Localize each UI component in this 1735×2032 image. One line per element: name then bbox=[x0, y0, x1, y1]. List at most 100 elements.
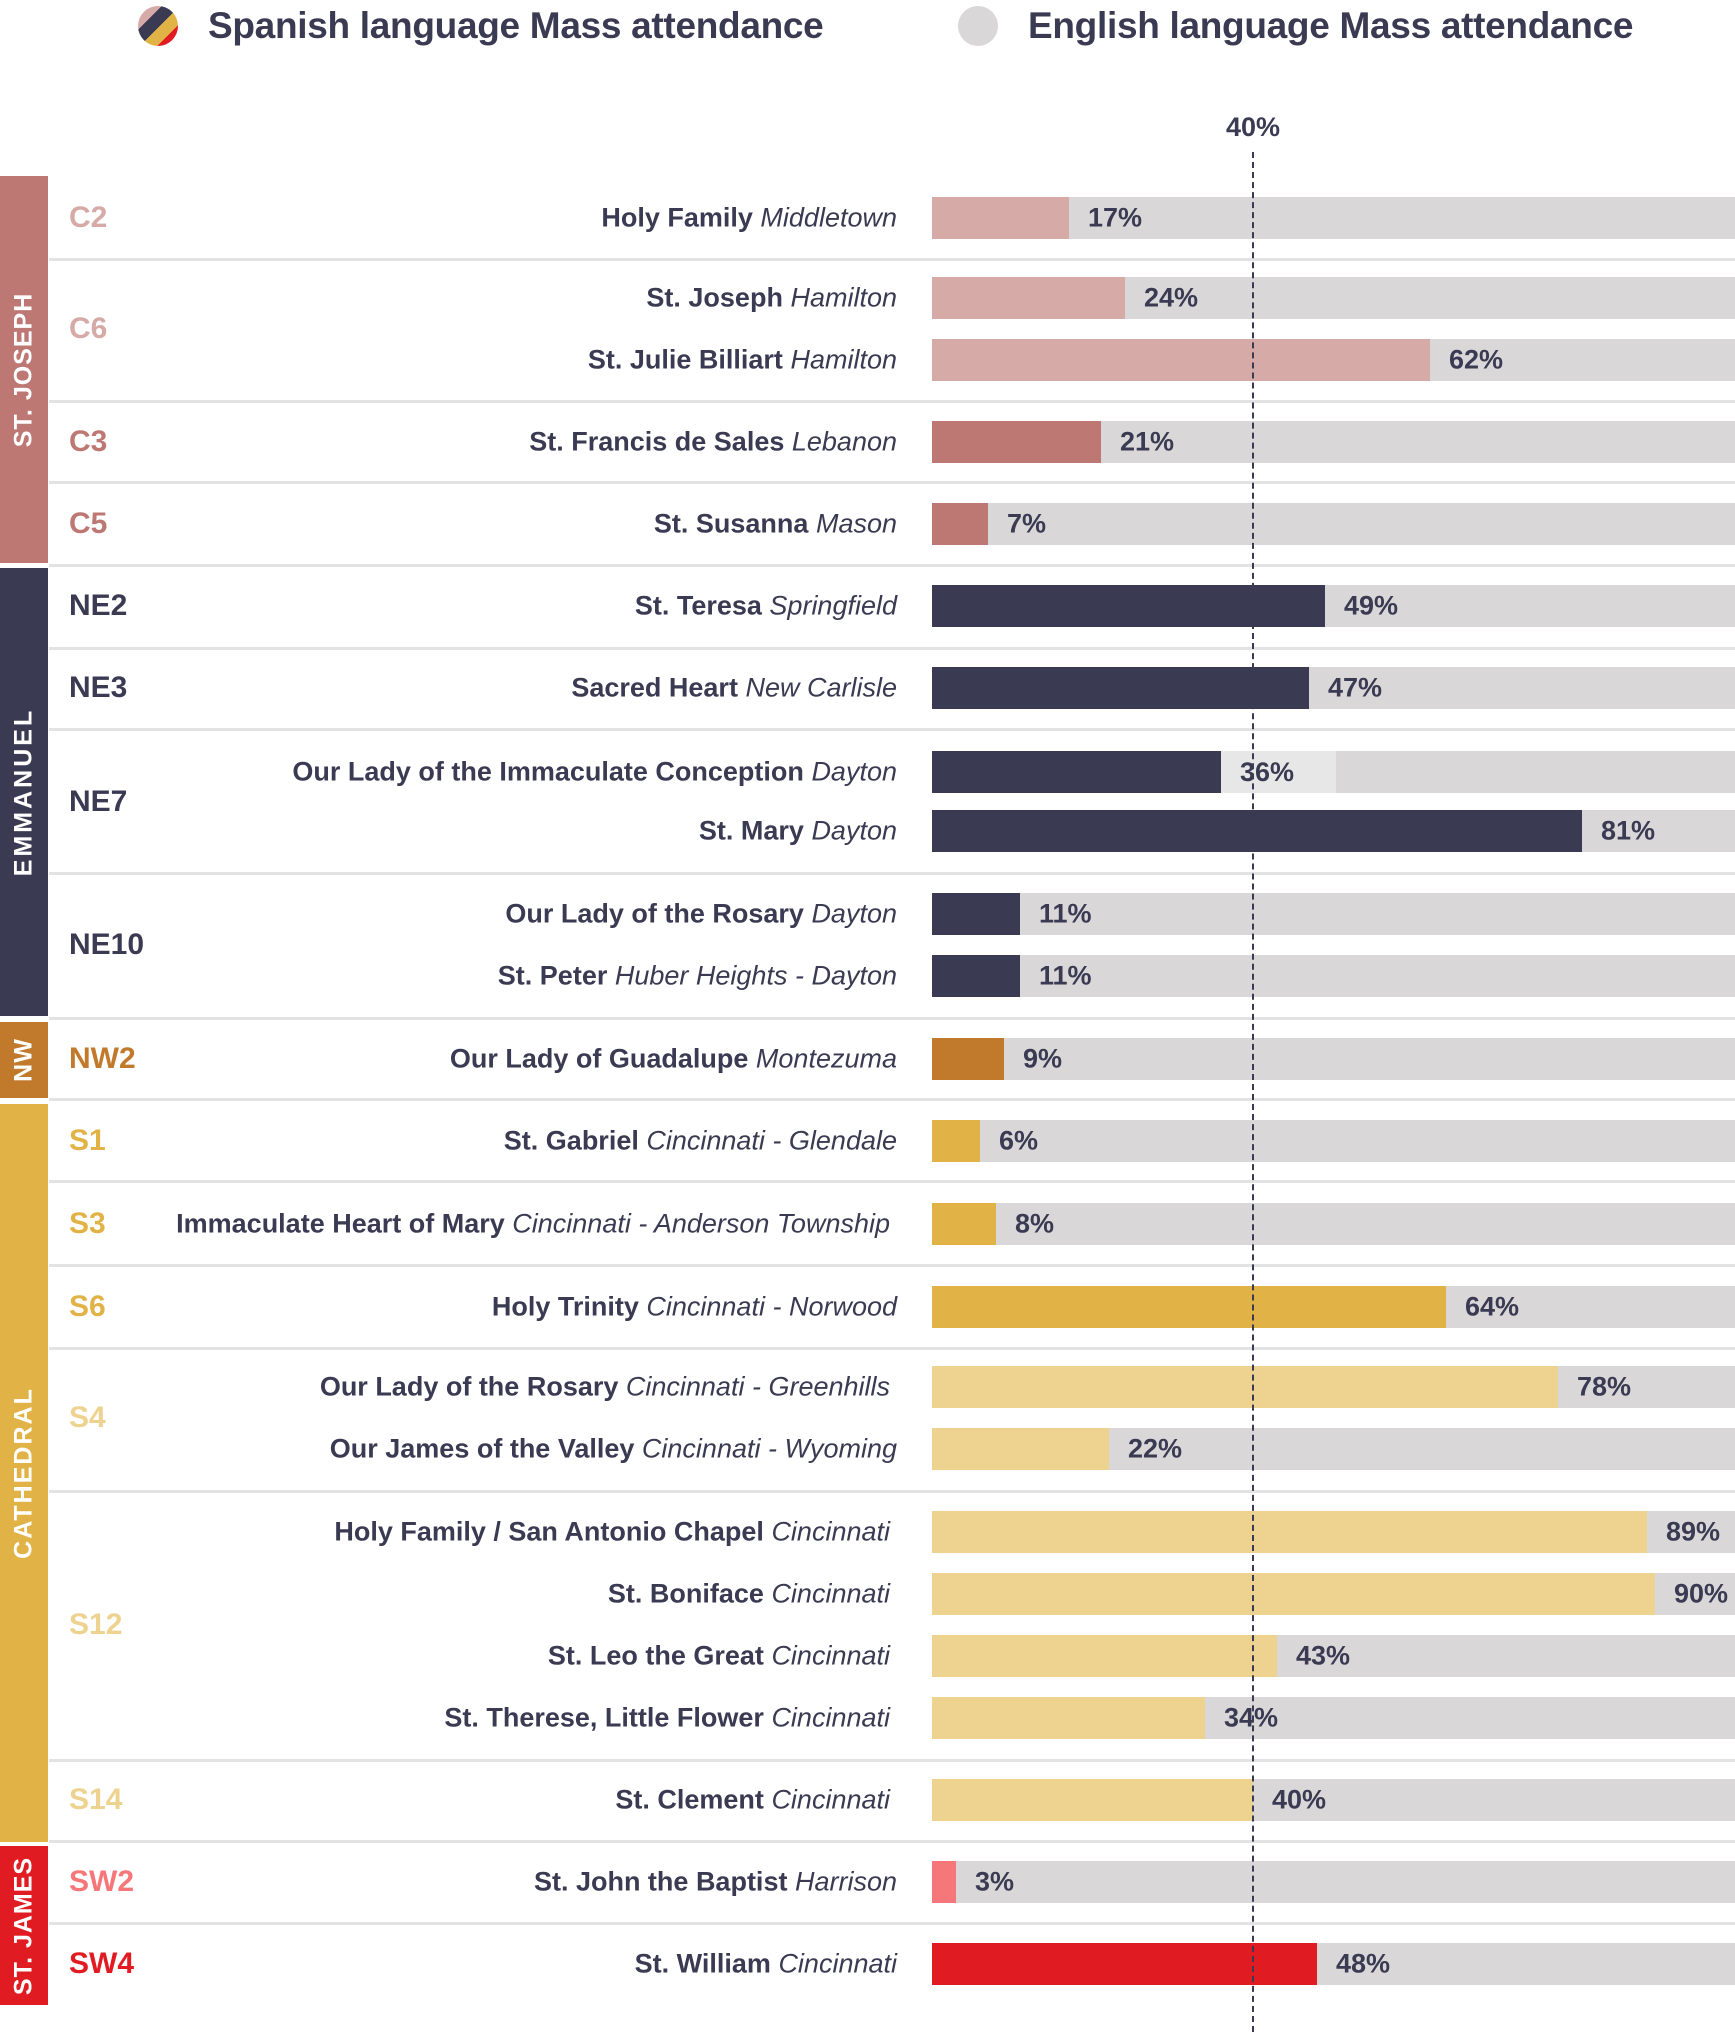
parish-label: Our Lady of the Immaculate Conception Da… bbox=[292, 757, 897, 788]
deanery-code: S4 bbox=[69, 1401, 106, 1434]
deanery-code: C6 bbox=[69, 312, 108, 345]
parish-label: St. William Cincinnati bbox=[635, 1949, 897, 1980]
parish-place: Dayton bbox=[811, 756, 897, 787]
legend-label-spanish: Spanish language Mass attendance bbox=[208, 5, 824, 46]
parish-place: Huber Heights - Dayton bbox=[614, 960, 897, 991]
legend-label-english: English language Mass attendance bbox=[1028, 5, 1634, 46]
parish-place: Lebanon bbox=[791, 426, 897, 457]
english-attendance-bar: 24% bbox=[932, 277, 1735, 319]
english-attendance-bar: 62% bbox=[932, 339, 1735, 381]
row-divider bbox=[49, 1180, 1735, 1183]
parish-place: Cincinnati bbox=[778, 1948, 897, 1979]
parish-place: Cincinnati bbox=[771, 1702, 890, 1733]
english-attendance-bar: 9% bbox=[932, 1038, 1735, 1080]
parish-name: Holy Family bbox=[601, 202, 753, 233]
deanery-code: SW2 bbox=[69, 1865, 135, 1898]
parish-place: New Carlisle bbox=[745, 672, 897, 703]
row-divider bbox=[49, 647, 1735, 650]
value-label: 22% bbox=[1128, 1433, 1183, 1464]
value-label: 78% bbox=[1577, 1371, 1632, 1402]
parish-place: Cincinnati - Norwood bbox=[646, 1291, 897, 1322]
parish-label: Our Lady of the Rosary Dayton bbox=[505, 899, 897, 930]
region-band-st-james: ST. JAMES bbox=[0, 1846, 48, 2005]
reference-line-40-percent bbox=[1252, 152, 1254, 2032]
spanish-attendance-bar bbox=[932, 421, 1101, 463]
value-label: 62% bbox=[1449, 344, 1504, 375]
spanish-attendance-bar bbox=[932, 893, 1020, 935]
row-divider bbox=[49, 258, 1735, 261]
region-band-emmanuel: EMMANUEL bbox=[0, 568, 48, 1016]
english-attendance-bar: 11% bbox=[932, 893, 1735, 935]
parish-name: Sacred Heart bbox=[571, 672, 738, 703]
parish-label: St. Francis de Sales Lebanon bbox=[529, 427, 897, 458]
parish-place: Cincinnati - Anderson Township bbox=[512, 1208, 890, 1239]
spanish-attendance-bar bbox=[932, 1779, 1253, 1821]
spanish-attendance-bar bbox=[932, 277, 1125, 319]
spanish-attendance-bar bbox=[932, 1286, 1446, 1328]
parish-name: Our Lady of the Rosary bbox=[319, 1371, 619, 1402]
deanery-code: S6 bbox=[69, 1290, 106, 1323]
spanish-attendance-bar bbox=[932, 955, 1020, 997]
row-divider bbox=[49, 1759, 1735, 1762]
english-attendance-bar: 43% bbox=[932, 1635, 1735, 1677]
row-divider bbox=[49, 400, 1735, 403]
row-divider bbox=[49, 872, 1735, 875]
parish-label: St. Joseph Hamilton bbox=[646, 283, 897, 314]
parish-name: Holy Trinity bbox=[491, 1291, 639, 1322]
value-label: 17% bbox=[1088, 202, 1143, 233]
parish-label: St. John the Baptist Harrison bbox=[534, 1867, 897, 1898]
parish-place: Middletown bbox=[760, 202, 897, 233]
english-attendance-bar: 11% bbox=[932, 955, 1735, 997]
parish-place: Cincinnati bbox=[771, 1640, 890, 1671]
english-attendance-bar: 22% bbox=[932, 1428, 1735, 1470]
english-attendance-bar: 78% bbox=[932, 1366, 1735, 1408]
parish-place: Cincinnati bbox=[771, 1784, 890, 1815]
value-label: 47% bbox=[1328, 672, 1383, 703]
parish-place: Cincinnati - Glendale bbox=[646, 1125, 897, 1156]
row-divider bbox=[49, 728, 1735, 731]
value-label: 81% bbox=[1601, 815, 1656, 846]
parish-label: St. Leo the Great Cincinnati bbox=[548, 1641, 890, 1672]
english-attendance-bar: 81% bbox=[932, 810, 1735, 852]
parish-label: Our Lady of the Rosary Cincinnati - Gree… bbox=[320, 1372, 890, 1403]
spanish-attendance-bar bbox=[932, 1120, 980, 1162]
parish-label: St. Susanna Mason bbox=[654, 509, 897, 540]
english-attendance-bar: 40% bbox=[932, 1779, 1735, 1821]
parish-label: Holy Trinity Cincinnati - Norwood bbox=[492, 1292, 897, 1323]
parish-label: St. Gabriel Cincinnati - Glendale bbox=[504, 1126, 897, 1157]
spanish-attendance-bar bbox=[932, 503, 988, 545]
parish-label: Sacred Heart New Carlisle bbox=[571, 673, 897, 704]
parish-name: St. Gabriel bbox=[503, 1125, 639, 1156]
parish-name: Holy Family / San Antonio Chapel bbox=[334, 1516, 764, 1547]
region-band-st-joseph: ST. JOSEPH bbox=[0, 176, 48, 563]
region-band-cathedral: CATHEDRAL bbox=[0, 1104, 48, 1842]
english-attendance-bar: 3% bbox=[932, 1861, 1735, 1903]
row-divider bbox=[49, 1840, 1735, 1843]
region-label: CATHEDRAL bbox=[9, 1387, 38, 1559]
english-attendance-bar: 47% bbox=[932, 667, 1735, 709]
value-label: 24% bbox=[1144, 282, 1199, 313]
deanery-code: NE2 bbox=[69, 589, 128, 622]
parish-name: St. Julie Billiart bbox=[587, 344, 783, 375]
parish-name: St. Boniface bbox=[607, 1578, 764, 1609]
value-label: 48% bbox=[1336, 1948, 1391, 1979]
row-divider bbox=[49, 1098, 1735, 1101]
parish-name: Immaculate Heart of Mary bbox=[176, 1208, 505, 1239]
spanish-attendance-bar bbox=[932, 585, 1325, 627]
deanery-code: C3 bbox=[69, 425, 108, 458]
region-label: EMMANUEL bbox=[9, 707, 38, 877]
value-label: 89% bbox=[1666, 1516, 1721, 1547]
value-label: 3% bbox=[975, 1866, 1015, 1897]
english-attendance-bar: 64% bbox=[932, 1286, 1735, 1328]
value-label: 11% bbox=[1039, 898, 1092, 929]
deanery-code: SW4 bbox=[69, 1947, 135, 1980]
parish-place: Springfield bbox=[769, 590, 897, 621]
legend-item-spanish: Spanish language Mass attendance bbox=[138, 0, 824, 52]
gray-circle-icon bbox=[958, 6, 998, 46]
value-label: 64% bbox=[1465, 1291, 1520, 1322]
english-attendance-bar: 34% bbox=[932, 1697, 1735, 1739]
parish-place: Dayton bbox=[811, 815, 897, 846]
value-label: 9% bbox=[1023, 1043, 1063, 1074]
spanish-attendance-bar bbox=[932, 751, 1221, 793]
spanish-attendance-bar bbox=[932, 810, 1582, 852]
